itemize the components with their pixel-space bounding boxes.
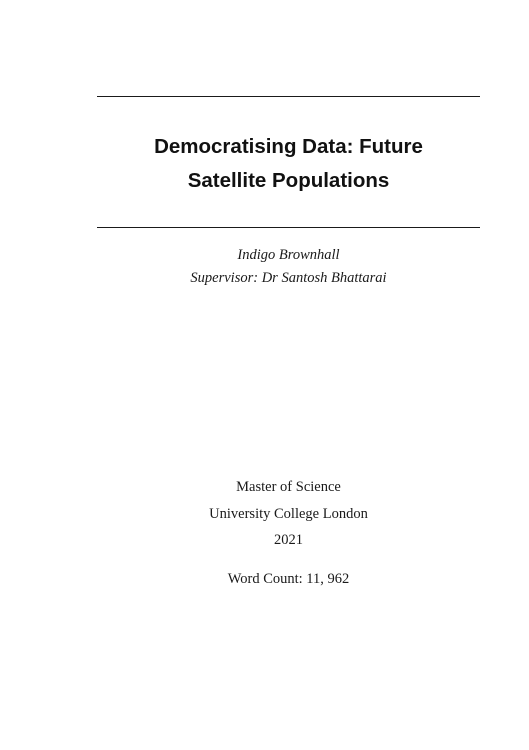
degree-block: Master of Science University College Lon…	[97, 474, 480, 554]
thesis-title: Democratising Data: Future Satellite Pop…	[97, 130, 480, 198]
thesis-title-line-2: Satellite Populations	[187, 169, 390, 192]
submission-year: 2021	[274, 532, 303, 548]
top-horizontal-rule	[97, 96, 480, 97]
thesis-title-line-1: Democratising Data: Future	[154, 135, 423, 158]
supervisor-name: Supervisor: Dr Santosh Bhattarai	[190, 270, 387, 286]
institution-name: University College London	[209, 505, 368, 522]
bottom-horizontal-rule	[97, 227, 480, 228]
word-count: Word Count: 11, 962	[227, 571, 350, 587]
degree-name: Master of Science	[236, 479, 341, 495]
author-block: Indigo Brownhall Supervisor: Dr Santosh …	[97, 244, 480, 290]
author-name: Indigo Brownhall	[237, 247, 340, 263]
